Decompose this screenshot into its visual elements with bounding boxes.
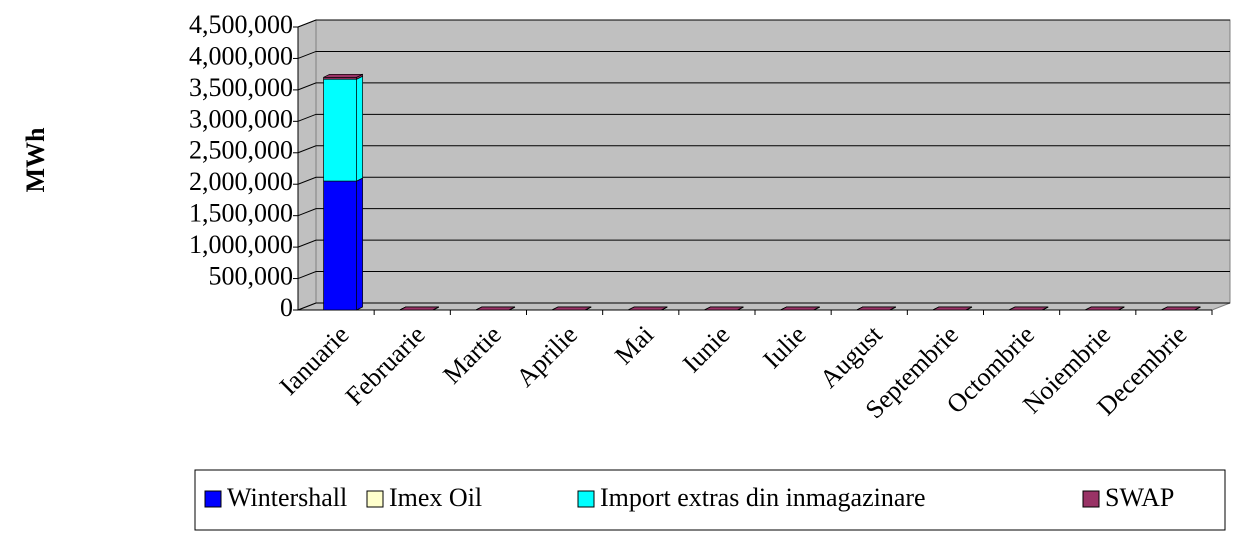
y-tick-label: 0 bbox=[280, 293, 293, 322]
y-tick-label: 2,500,000 bbox=[189, 136, 293, 165]
bar-top bbox=[1008, 306, 1049, 311]
y-tick-label: 4,500,000 bbox=[189, 10, 293, 39]
bar-top bbox=[551, 306, 592, 311]
bar-side bbox=[356, 75, 363, 182]
bar-segment bbox=[323, 78, 357, 182]
bar-top bbox=[1161, 306, 1201, 311]
grid-line bbox=[297, 239, 1230, 248]
y-tick-label: 1,000,000 bbox=[189, 230, 293, 259]
legend-swatch bbox=[366, 490, 384, 508]
x-tick-label: Mai bbox=[609, 320, 659, 370]
bar-top bbox=[856, 306, 896, 311]
bar-top bbox=[399, 306, 439, 311]
bar-top bbox=[704, 306, 744, 311]
legend-swatch bbox=[577, 490, 595, 508]
grid-line bbox=[297, 145, 1230, 154]
legend-swatch bbox=[204, 490, 222, 508]
x-tick-label: Iulie bbox=[757, 320, 811, 374]
bar-top bbox=[932, 306, 973, 311]
y-tick-label: 4,000,000 bbox=[189, 41, 293, 70]
legend-label: Import extras din inmagazinare bbox=[600, 483, 926, 512]
grid-line bbox=[297, 302, 1230, 311]
x-tick-label: Aprilie bbox=[510, 320, 583, 393]
bar-top bbox=[475, 306, 516, 311]
bar-top bbox=[780, 306, 820, 311]
bar-top bbox=[1085, 306, 1125, 311]
back-wall bbox=[315, 19, 1231, 304]
grid-line bbox=[297, 271, 1230, 280]
grid-line bbox=[297, 113, 1230, 122]
legend-label: Wintershall bbox=[227, 483, 347, 512]
y-tick-label: 3,500,000 bbox=[189, 73, 293, 102]
x-tick-label: August bbox=[814, 319, 888, 393]
bar-side bbox=[356, 177, 363, 311]
grid-line bbox=[297, 50, 1230, 59]
side-wall bbox=[297, 19, 317, 311]
legend-swatch bbox=[1082, 490, 1100, 508]
x-tick-label: Martie bbox=[437, 320, 507, 390]
grid-line bbox=[297, 82, 1230, 91]
legend-label: Imex Oil bbox=[389, 483, 482, 512]
grid-line bbox=[297, 19, 1230, 28]
x-tick-label: Februarie bbox=[340, 320, 431, 411]
y-tick-label: 2,000,000 bbox=[189, 167, 293, 196]
grid-line bbox=[297, 208, 1230, 217]
grid-line bbox=[297, 176, 1230, 185]
y-tick-label: 1,500,000 bbox=[189, 199, 293, 228]
legend-label: SWAP bbox=[1105, 483, 1174, 512]
x-tick-label: Iunie bbox=[677, 320, 735, 378]
bar-top bbox=[628, 306, 668, 311]
y-axis-title: MWh bbox=[21, 127, 50, 193]
bar-segment bbox=[323, 180, 357, 311]
bar-top bbox=[323, 73, 363, 78]
y-tick-label: 3,000,000 bbox=[189, 104, 293, 133]
y-tick-label: 500,000 bbox=[209, 262, 294, 291]
